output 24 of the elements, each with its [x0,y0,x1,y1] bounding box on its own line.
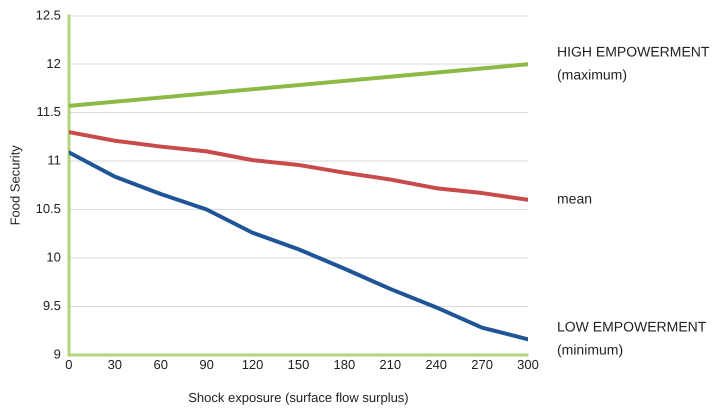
y-tick-label: 11 [47,152,61,168]
x-tick-label: 90 [199,357,214,372]
y-axis-title: Food Security [7,144,22,226]
x-tick-label: 180 [334,357,356,372]
x-tick-label: 0 [65,357,73,372]
x-tick-label: 210 [379,357,402,372]
x-tick-label: 300 [517,357,539,372]
y-tick-label: 10 [46,250,61,265]
text: mean [557,190,592,207]
x-tick-label: 150 [288,357,310,372]
x-tick-label: 30 [108,357,122,372]
y-tick-label: 12 [46,56,61,71]
x-tick-label: 240 [425,357,448,372]
x-tick-label: 60 [153,357,168,372]
y-tick-label: 9.5 [42,298,61,313]
x-axis-title: Shock exposure (surface flow surplus) [188,390,409,405]
text: HIGH EMPOWERMENT (maximum) [557,44,710,83]
y-tick-label: 11.5 [36,104,61,120]
y-tick-label: 10.5 [36,201,61,216]
text: LOW EMPOWERMENT (minimum) [557,318,707,358]
y-tick-label: 12.5 [36,7,61,22]
x-tick-label: 120 [242,357,264,372]
y-tick-label: 9 [54,346,61,362]
x-tick-label: 270 [471,357,493,372]
